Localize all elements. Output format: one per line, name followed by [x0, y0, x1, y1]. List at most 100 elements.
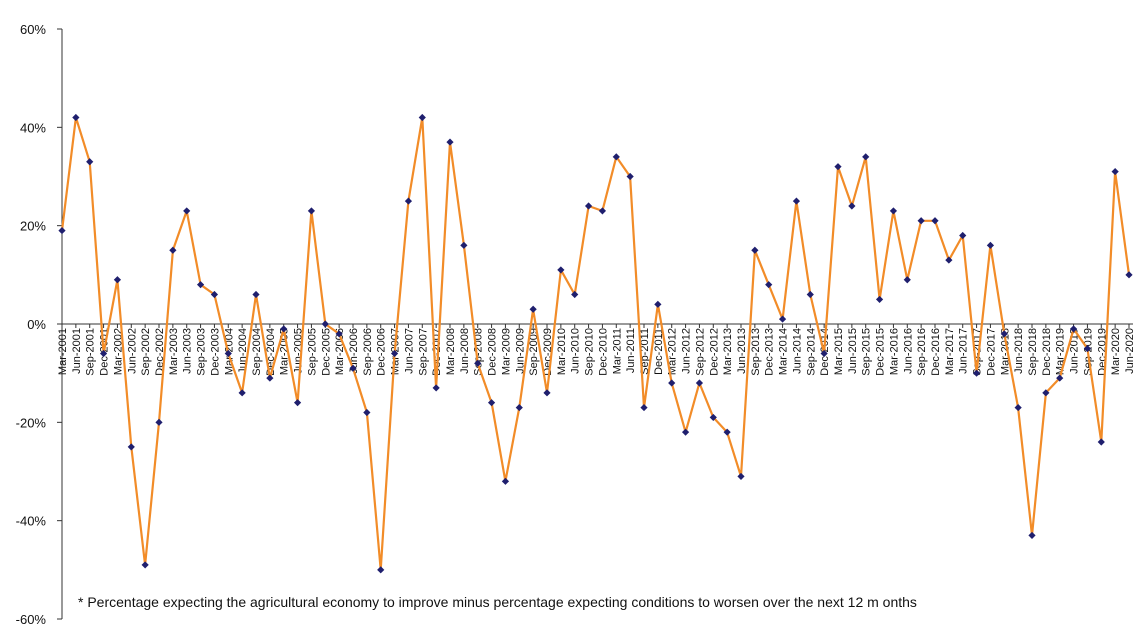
data-point: [432, 384, 440, 392]
data-point: [266, 374, 274, 382]
x-tick-label: Dec-2010: [597, 328, 609, 376]
x-tick-label: Mar-2019: [1055, 328, 1067, 375]
data-point: [1000, 330, 1008, 338]
x-tick-label: Dec-2017: [985, 328, 997, 376]
data-point: [515, 403, 523, 412]
data-point: [1097, 438, 1105, 446]
x-tick-label: Jun-2010: [570, 328, 582, 374]
data-point: [862, 153, 870, 161]
data-point: [1083, 344, 1092, 353]
x-tick-label: Sep-2012: [694, 328, 706, 376]
x-tick-label: Jun-2018: [1013, 328, 1025, 374]
data-point: [778, 315, 787, 323]
x-tick-label: Sep-2010: [584, 328, 596, 376]
data-point: [612, 153, 620, 161]
x-tick-label: Sep-2018: [1027, 328, 1039, 376]
data-point: [113, 276, 122, 284]
data-point: [986, 241, 995, 249]
data-point: [820, 349, 828, 358]
x-tick-label: Dec-2018: [1041, 328, 1053, 376]
x-tick-label: Mar-2011: [611, 328, 623, 374]
data-point: [335, 330, 343, 338]
data-point: [695, 379, 704, 387]
data-point: [543, 389, 551, 397]
x-tick-label: Mar-2018: [999, 328, 1011, 375]
data-point: [72, 113, 80, 122]
x-tick-label: Jun-2001: [71, 328, 83, 374]
x-tick-label: Mar-2006: [334, 328, 346, 375]
data-point: [155, 418, 163, 426]
x-tick-label: Dec-2011: [653, 328, 665, 375]
x-tick-label: Dec-2005: [320, 328, 332, 376]
x-tick-label: Jun-2011: [625, 328, 637, 373]
data-point: [972, 369, 981, 377]
x-tick-label: Dec-2015: [875, 328, 887, 376]
data-point: [169, 246, 177, 254]
x-tick-label: Sep-2005: [306, 328, 318, 376]
x-tick-label: Sep-2013: [750, 328, 762, 376]
x-tick-label: Jun-2014: [791, 328, 803, 374]
x-tick-label: Jun-2008: [459, 328, 471, 374]
x-tick-label: Mar-2015: [833, 328, 845, 375]
y-tick-label: 40%: [20, 120, 46, 135]
x-tick-label: Mar-2001: [57, 328, 69, 375]
data-point: [86, 158, 94, 166]
x-tick-label: Dec-2013: [764, 328, 776, 376]
data-point: [252, 290, 260, 299]
data-point: [875, 295, 884, 304]
data-point: [889, 207, 898, 215]
data-point: [737, 472, 745, 481]
x-tick-label: Sep-2016: [916, 328, 928, 376]
data-point: [529, 305, 537, 313]
data-point: [293, 399, 302, 407]
data-point: [557, 266, 565, 274]
y-tick-label: -60%: [16, 612, 47, 627]
x-tick-label: Dec-2012: [708, 328, 720, 376]
data-point: [723, 428, 731, 436]
data-point: [1125, 271, 1133, 279]
data-point: [1069, 325, 1078, 333]
x-tick-label: Dec-2004: [265, 328, 277, 376]
data-point: [806, 290, 814, 299]
data-point: [584, 202, 593, 210]
data-point: [1056, 374, 1064, 382]
series-line-group: [60, 116, 1131, 571]
data-point: [390, 349, 399, 358]
data-point: [1028, 531, 1036, 540]
data-point: [363, 408, 371, 417]
data-point: [765, 281, 773, 289]
x-tick-label: Sep-2002: [140, 328, 152, 376]
y-tick-label: 0%: [27, 317, 46, 332]
x-tick-label: Mar-2016: [888, 328, 900, 375]
x-tick-label: Mar-2009: [500, 328, 512, 375]
data-point: [99, 349, 108, 358]
x-tick-label: Jun-2013: [736, 328, 748, 374]
x-tick-label: Sep-2014: [805, 328, 817, 376]
data-point: [681, 428, 690, 436]
x-tick-label: Jun-2002: [126, 328, 138, 374]
data-point: [210, 290, 219, 299]
x-tick-label: Mar-2013: [722, 328, 734, 375]
x-tick-label: Dec-2016: [930, 328, 942, 376]
data-point: [848, 202, 856, 210]
data-point: [1042, 389, 1050, 397]
y-axis: -60% -40% -20% 0% 20% 40% 60%: [16, 22, 63, 627]
data-point: [474, 359, 482, 367]
x-tick-label: Jun-2017: [958, 328, 970, 374]
data-point: [307, 207, 316, 215]
data-point: [654, 300, 662, 308]
footnote: * Percentage expecting the agricultural …: [78, 594, 917, 610]
x-tick-label: Mar-2008: [445, 328, 457, 375]
data-point: [196, 281, 205, 289]
x-tick-label: Mar-2020: [1110, 328, 1122, 375]
data-point: [1111, 167, 1119, 176]
x-tick-label: Jun-2015: [847, 328, 859, 374]
data-point: [141, 561, 149, 569]
x-tick-label: Jun-2009: [514, 328, 526, 374]
data-point: [127, 443, 135, 451]
x-tick-label: Jun-2007: [403, 328, 415, 374]
y-tick-label: 20%: [20, 219, 46, 234]
x-tick-label: Mar-2003: [168, 328, 180, 375]
data-point: [571, 290, 579, 299]
